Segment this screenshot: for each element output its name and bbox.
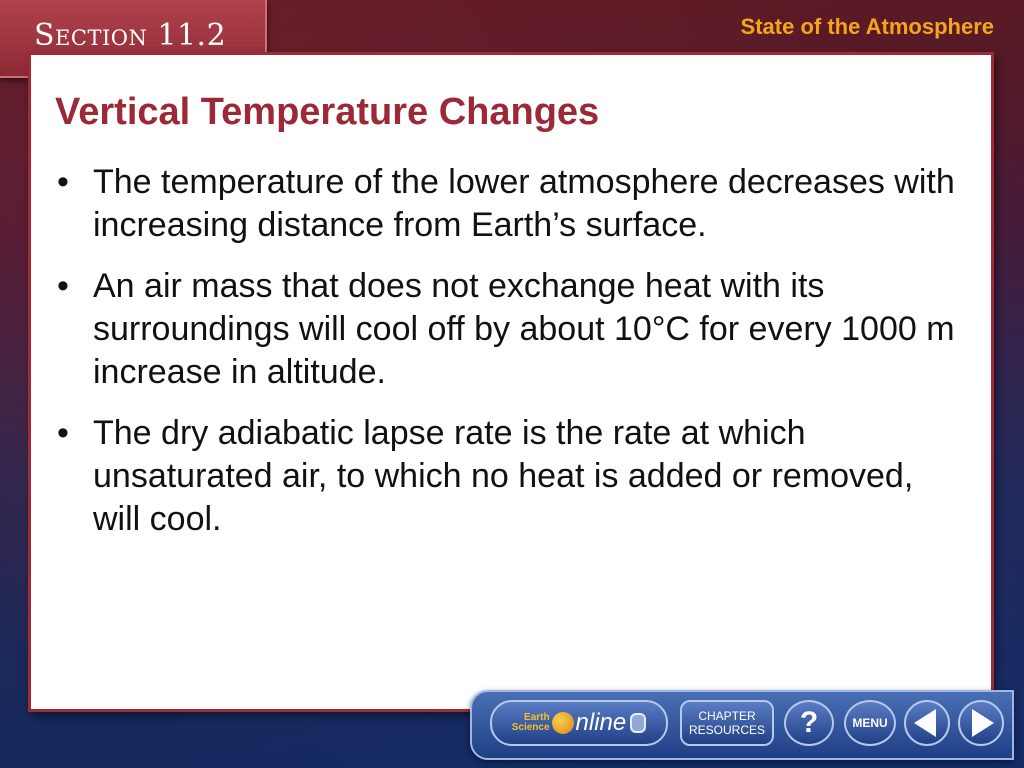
slide-title: Vertical Temperature Changes bbox=[55, 91, 600, 133]
bullet-text: An air mass that does not exchange heat … bbox=[93, 267, 955, 391]
earth-science-label: Earth Science bbox=[511, 712, 550, 733]
mouse-icon bbox=[630, 713, 647, 733]
bullet-item: • The temperature of the lower atmosphere… bbox=[55, 161, 965, 247]
previous-button[interactable] bbox=[904, 700, 950, 746]
bullet-list: • The temperature of the lower atmosphere… bbox=[55, 161, 965, 559]
bullet-item: • The dry adiabatic lapse rate is the rat… bbox=[55, 412, 965, 541]
earth-science-online-button[interactable]: Earth Science nline bbox=[490, 700, 668, 746]
section-label: Section 11.2 bbox=[34, 18, 227, 53]
chapter-resources-button[interactable]: CHAPTER RESOURCES bbox=[680, 700, 774, 746]
next-button[interactable] bbox=[958, 700, 1004, 746]
online-label: nline bbox=[575, 709, 627, 736]
bullet-item: • An air mass that does not exchange heat… bbox=[55, 265, 965, 394]
arrow-right-icon bbox=[972, 709, 994, 737]
header-title: State of the Atmosphere bbox=[740, 14, 994, 39]
navigation-bar: Earth Science nline CHAPTER RESOURCES ? … bbox=[470, 690, 1014, 760]
bullet-dot: • bbox=[57, 414, 69, 452]
help-button[interactable]: ? bbox=[784, 700, 834, 746]
question-mark-icon: ? bbox=[799, 706, 819, 739]
bullet-text: The dry adiabatic lapse rate is the rate… bbox=[93, 414, 914, 538]
content-card: Vertical Temperature Changes • The temper… bbox=[28, 52, 994, 712]
menu-button[interactable]: MENU bbox=[844, 700, 896, 746]
globe-icon bbox=[551, 712, 574, 734]
bullet-text: The temperature of the lower atmosphere … bbox=[93, 163, 955, 244]
bullet-dot: • bbox=[57, 267, 69, 305]
bullet-dot: • bbox=[57, 163, 69, 201]
arrow-left-icon bbox=[914, 709, 936, 737]
